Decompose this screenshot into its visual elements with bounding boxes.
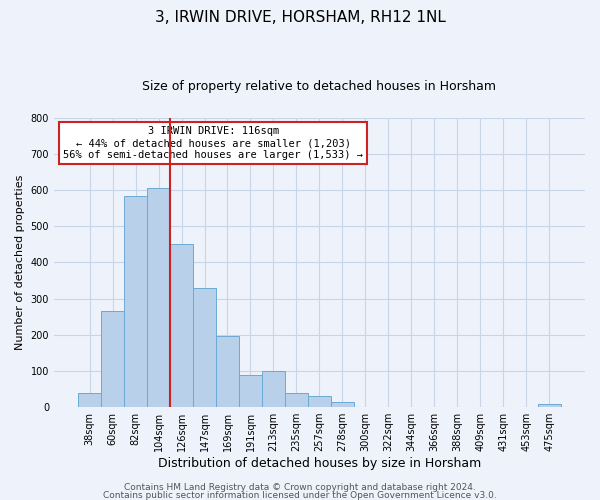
Bar xyxy=(331,402,354,407)
Bar xyxy=(124,196,147,407)
Bar xyxy=(101,312,124,407)
Text: 3, IRWIN DRIVE, HORSHAM, RH12 1NL: 3, IRWIN DRIVE, HORSHAM, RH12 1NL xyxy=(155,10,445,25)
Y-axis label: Number of detached properties: Number of detached properties xyxy=(15,174,25,350)
Bar xyxy=(262,371,285,407)
X-axis label: Distribution of detached houses by size in Horsham: Distribution of detached houses by size … xyxy=(158,457,481,470)
Bar xyxy=(170,244,193,407)
Text: Contains HM Land Registry data © Crown copyright and database right 2024.: Contains HM Land Registry data © Crown c… xyxy=(124,484,476,492)
Text: Contains public sector information licensed under the Open Government Licence v3: Contains public sector information licen… xyxy=(103,490,497,500)
Bar xyxy=(193,288,216,407)
Bar xyxy=(216,336,239,407)
Bar xyxy=(239,374,262,407)
Text: 3 IRWIN DRIVE: 116sqm
← 44% of detached houses are smaller (1,203)
56% of semi-d: 3 IRWIN DRIVE: 116sqm ← 44% of detached … xyxy=(63,126,363,160)
Bar xyxy=(285,394,308,407)
Bar xyxy=(78,394,101,407)
Title: Size of property relative to detached houses in Horsham: Size of property relative to detached ho… xyxy=(142,80,496,93)
Bar xyxy=(538,404,561,407)
Bar xyxy=(308,396,331,407)
Bar xyxy=(147,188,170,407)
